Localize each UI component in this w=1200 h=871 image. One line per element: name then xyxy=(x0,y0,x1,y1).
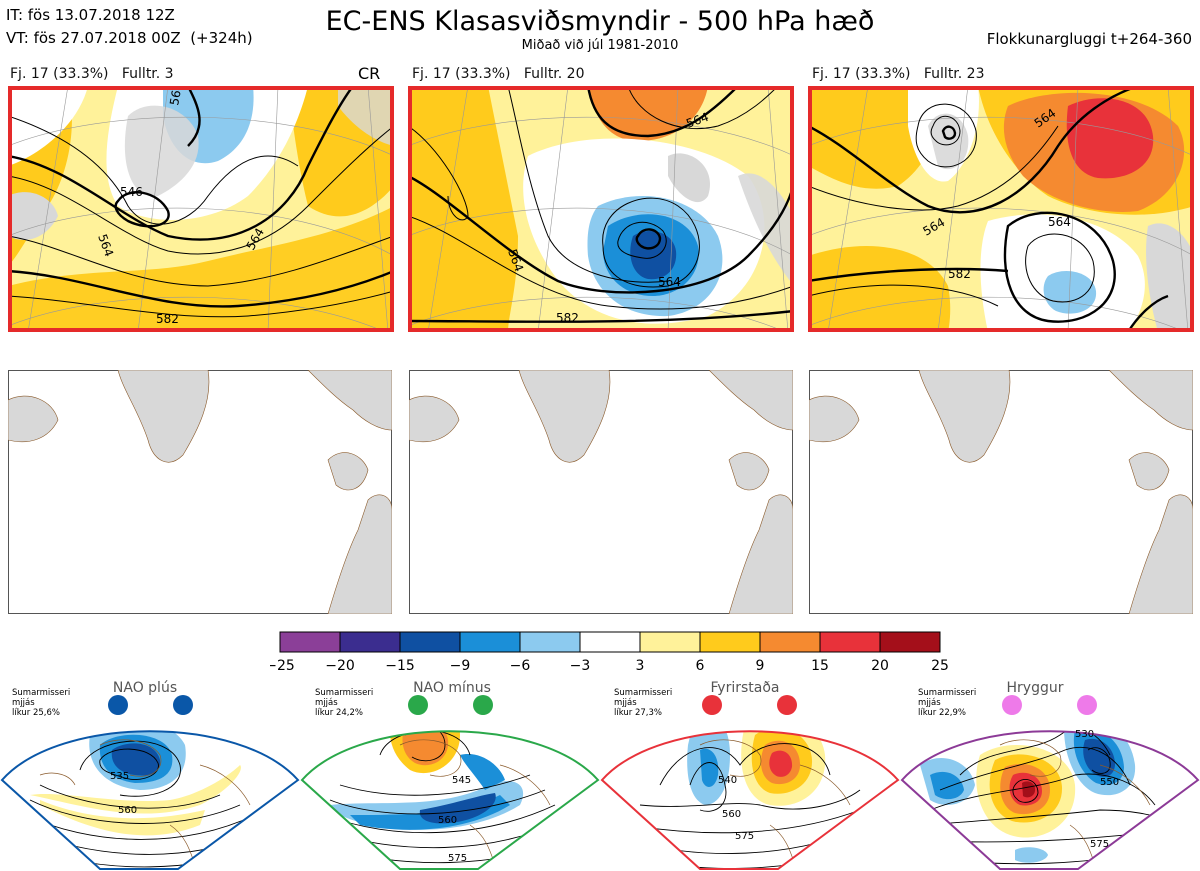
regime-title: Hryggur xyxy=(1007,680,1064,696)
colorbar: −25 −20 −15 −9 −6 −3 3 6 9 15 20 25 xyxy=(270,631,949,674)
regime-dot-right xyxy=(473,695,493,715)
colorbar-cell xyxy=(819,631,881,653)
cluster-1-map: 546 564 564 582 564 xyxy=(8,86,394,332)
contour-label: 564 xyxy=(658,275,681,289)
regime-dot-right xyxy=(173,695,193,715)
regime-dot-right xyxy=(777,695,797,715)
regime-blocking-map: Fyrirstaða 540 560 575 xyxy=(600,680,900,870)
cluster-1-tag: CR xyxy=(358,64,381,83)
colorbar-cell xyxy=(759,631,821,653)
contour-label: 560 xyxy=(438,815,457,826)
contour-label: 560 xyxy=(118,805,137,816)
regime-4-info: Sumarmisseri mjjás líkur 22,9% xyxy=(918,688,977,718)
colorbar-tick: −25 xyxy=(270,658,295,674)
contour-label: 582 xyxy=(156,312,179,326)
classification-window: Flokkunargluggi t+264-360 xyxy=(986,30,1192,48)
empty-map-3 xyxy=(809,370,1193,614)
header-info: IT: fös 13.07.2018 12Z VT: fös 27.07.201… xyxy=(6,4,253,50)
contour-label: 545 xyxy=(452,775,471,786)
empty-map-1 xyxy=(8,370,392,614)
colorbar-tick: 20 xyxy=(871,658,889,674)
regime-dot-left xyxy=(108,695,128,715)
colorbar-tick: 9 xyxy=(756,658,765,674)
colorbar-cell xyxy=(339,631,401,653)
regime-dot-right xyxy=(1077,695,1097,715)
contour-label: 575 xyxy=(1090,839,1109,850)
cluster-3-label: Fj. 17 (33.3%) Fulltr. 23 xyxy=(812,66,985,82)
contour-label: 530 xyxy=(1075,729,1094,740)
regime-dot-left xyxy=(408,695,428,715)
colorbar-cell xyxy=(399,631,461,653)
regime-nao-plus-map: NAO plús 535 560 xyxy=(0,680,300,870)
colorbar-tick: −15 xyxy=(385,658,415,674)
regime-2-info: Sumarmisseri mjjás líkur 24,2% xyxy=(315,688,374,718)
cluster-1-label: Fj. 17 (33.3%) Fulltr. 3 xyxy=(10,66,174,82)
contour-label: 575 xyxy=(448,853,467,864)
regime-title: NAO mínus xyxy=(413,680,491,696)
colorbar-cell xyxy=(699,631,761,653)
regime-nao-minus-map: NAO mínus 545 560 575 xyxy=(300,680,600,870)
regime-dot-left xyxy=(702,695,722,715)
valid-time: VT: fös 27.07.2018 00Z (+324h) xyxy=(6,29,253,47)
colorbar-cell xyxy=(639,631,701,653)
regime-ridge-map: Hryggur 530 550 575 xyxy=(900,680,1200,870)
colorbar-tick: 6 xyxy=(696,658,705,674)
issue-time: IT: fös 13.07.2018 12Z xyxy=(6,6,175,24)
regime-title: Fyrirstaða xyxy=(711,680,780,696)
regime-dot-left xyxy=(1002,695,1022,715)
cluster-2-label: Fj. 17 (33.3%) Fulltr. 20 xyxy=(412,66,585,82)
contour-label: 582 xyxy=(948,267,971,281)
empty-map-2 xyxy=(409,370,793,614)
regime-1-info: Sumarmisseri mjjás líkur 25,6% xyxy=(12,688,71,718)
colorbar-cell xyxy=(519,631,581,653)
colorbar-tick: −6 xyxy=(510,658,531,674)
colorbar-tick: −9 xyxy=(450,658,471,674)
regime-3-info: Sumarmisseri mjjás líkur 27,3% xyxy=(614,688,673,718)
contour-label: 564 xyxy=(167,86,185,107)
colorbar-tick: −3 xyxy=(570,658,591,674)
contour-label: 546 xyxy=(120,185,143,199)
contour-label: 550 xyxy=(1100,777,1119,788)
contour-label: 540 xyxy=(718,775,737,786)
colorbar-cell xyxy=(579,631,641,653)
contour-label: 564 xyxy=(1048,215,1071,229)
colorbar-tick: 15 xyxy=(811,658,829,674)
colorbar-tick: 3 xyxy=(636,658,645,674)
page-subtitle: Miðað við júl 1981-2010 xyxy=(521,38,679,53)
contour-label: 535 xyxy=(110,771,129,782)
contour-label: 560 xyxy=(722,809,741,820)
cluster-2-map: 564 564 582 564 xyxy=(408,86,794,332)
cluster-3-map: 564 564 582 564 xyxy=(808,86,1194,332)
page-title: EC-ENS Klasasviðsmyndir - 500 hPa hæð xyxy=(325,6,875,37)
colorbar-tick: 25 xyxy=(931,658,949,674)
colorbar-cell xyxy=(459,631,521,653)
regime-title: NAO plús xyxy=(113,680,177,696)
colorbar-cell xyxy=(879,631,941,653)
contour-label: 582 xyxy=(556,311,579,325)
contour-label: 575 xyxy=(735,831,754,842)
colorbar-cell xyxy=(279,631,341,653)
colorbar-tick: −20 xyxy=(325,658,355,674)
